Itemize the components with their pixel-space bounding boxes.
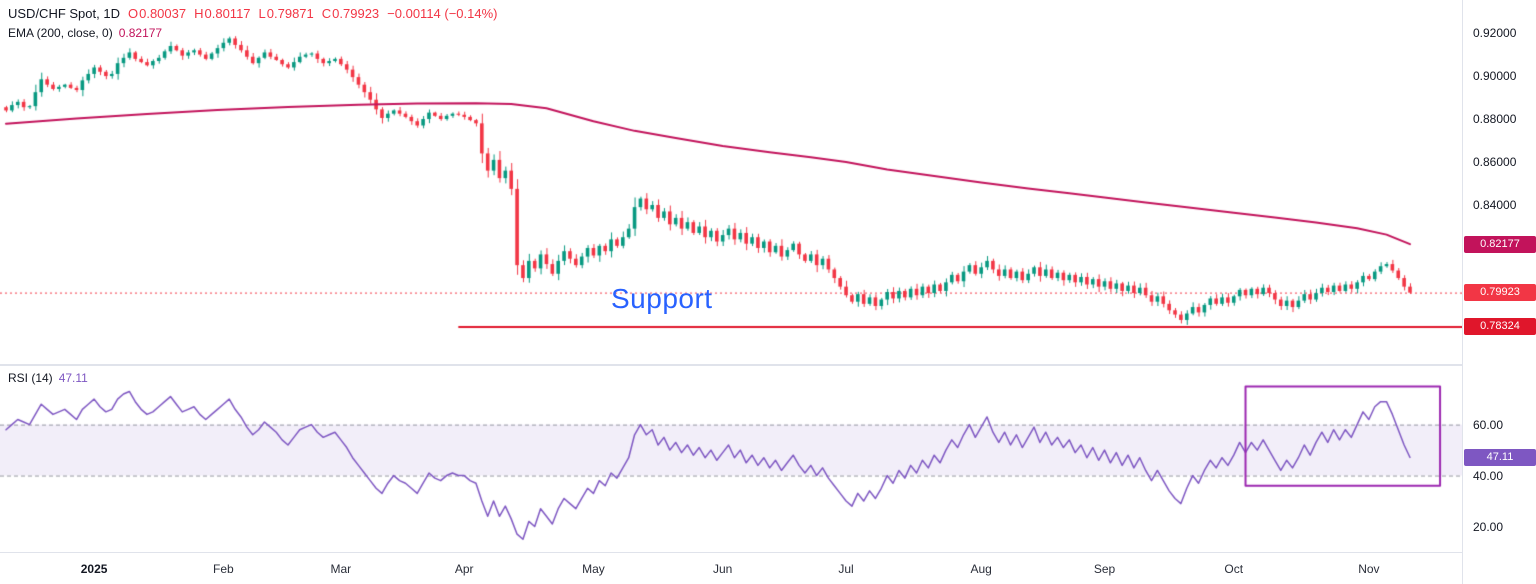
time-axis-label-sep: Sep [1093,562,1116,576]
rsi-indicator-label[interactable]: RSI (14) [8,371,53,385]
ohlc-low-value: 0.79871 [266,6,314,21]
time-axis-label-2025: 2025 [80,562,108,576]
price-tick-label: 0.90000 [1473,69,1517,84]
rsi-indicator-row[interactable]: RSI (14) 47.11 [8,371,88,386]
time-axis-label-oct: Oct [1224,562,1244,576]
ohlc-open-label: O [127,6,139,21]
rsi-tick-label: 60.00 [1473,417,1504,432]
ohlc-high: H 0.80117 [194,6,250,22]
time-axis-label-mar: Mar [330,562,352,576]
price-scale[interactable]: 0.92000 0.90000 0.88000 0.86000 0.84000 60.00… [1462,0,1536,584]
ohlc-close-label: C [321,6,332,21]
price-tick-label: 0.84000 [1473,197,1517,212]
price-change: −0.00114 (−0.14%) [387,6,498,21]
time-axis-label-feb: Feb [213,562,234,576]
ohlc-open-value: 0.80037 [139,6,187,21]
support-annotation-text[interactable]: Support [611,283,713,314]
ohlc-low: L 0.79871 [259,6,314,22]
ema-indicator-row[interactable]: EMA (200, close, 0) 0.82177 [8,26,162,41]
ohlc-high-label: H [194,6,204,21]
rsi-indicator-value: 47.11 [58,371,88,385]
time-axis[interactable]: 2025 Feb Mar Apr May Jun Jul Aug Sep Oct Nov [0,552,1462,584]
time-axis-label-jul: Jul [838,562,854,576]
price-tick-label: 0.92000 [1473,26,1517,41]
last-price-badge: 0.79923 [1464,284,1536,302]
price-tick-label: 0.88000 [1473,112,1517,127]
ema-indicator-value: 0.82177 [118,26,163,40]
rsi-value-badge: 47.11 [1464,448,1536,466]
pane-separator[interactable] [0,364,1462,366]
ohlc-close: C 0.79923 [322,6,379,22]
symbol-info-bar: USD/CHF Spot, 1D O 0.80037 H 0.80117 L 0.79… [8,6,498,22]
ohlc-open: O 0.80037 [128,6,186,22]
ema-value-badge: 0.82177 [1464,235,1536,253]
ohlc-close-value: 0.79923 [332,6,380,21]
support-level-badge: 0.78324 [1464,318,1536,336]
time-axis-label-apr: Apr [454,562,474,576]
time-axis-label-may: May [582,562,605,576]
price-tick-label: 0.86000 [1473,155,1517,170]
chart-plot-canvas[interactable] [0,0,1462,552]
time-axis-label-aug: Aug [970,562,992,576]
ema-indicator-label[interactable]: EMA (200, close, 0) [8,26,113,40]
ohlc-high-value: 0.80117 [204,6,251,21]
time-axis-label-jun: Jun [712,562,733,576]
rsi-tick-label: 20.00 [1473,519,1504,534]
ohlc-low-label: L [258,6,266,21]
rsi-tick-label: 40.00 [1473,468,1504,483]
time-axis-label-nov: Nov [1358,562,1380,576]
symbol-title[interactable]: USD/CHF Spot, 1D [8,6,120,21]
